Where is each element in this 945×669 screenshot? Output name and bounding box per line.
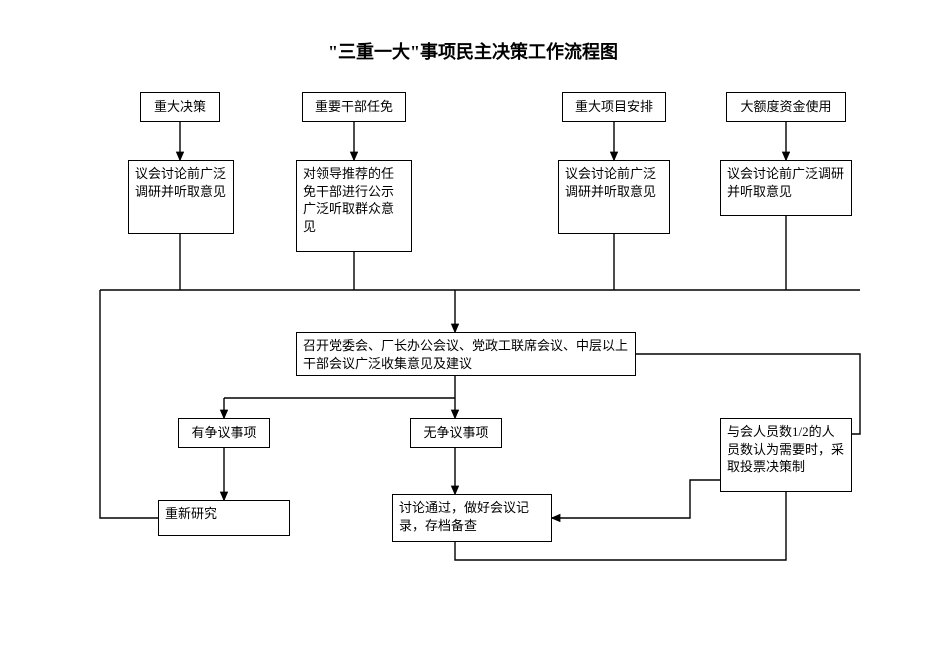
flowchart-canvas: "三重一大"事项民主决策工作流程图 重大决策 重要干部任免 重大项目安排 大额度资金使… xyxy=(0,0,945,669)
node-n3: 重大项目安排 xyxy=(562,92,666,122)
node-label: 大额度资金使用 xyxy=(740,98,831,116)
node-n8: 议会讨论前广泛调研并听取意见 xyxy=(720,160,852,216)
node-label: 重大决策 xyxy=(154,98,206,116)
node-label: 议会讨论前广泛调研并听取意见 xyxy=(135,165,227,200)
edge xyxy=(552,480,720,518)
node-label: 有争议事项 xyxy=(191,424,256,442)
node-n6: 对领导推荐的任免干部进行公示广泛听取群众意见 xyxy=(296,160,412,252)
node-n13: 讨论通过，做好会议记录，存档备查 xyxy=(392,494,552,542)
node-n12: 重新研究 xyxy=(158,500,290,536)
node-label: 召开党委会、厂长办公会议、党政工联席会议、中层以上干部会议广泛收集意见及建议 xyxy=(303,337,629,372)
node-label: 重大项目安排 xyxy=(575,98,653,116)
node-label: 重新研究 xyxy=(165,505,217,523)
node-n14: 与会人员数1/2的人员数认为需要时，采取投票决策制 xyxy=(720,418,852,492)
node-n9: 召开党委会、厂长办公会议、党政工联席会议、中层以上干部会议广泛收集意见及建议 xyxy=(296,332,636,376)
node-label: 议会讨论前广泛调研并听取意见 xyxy=(727,165,845,200)
node-n4: 大额度资金使用 xyxy=(726,92,846,122)
node-label: 讨论通过，做好会议记录，存档备查 xyxy=(399,499,545,534)
node-label: 重要干部任免 xyxy=(315,98,393,116)
edge xyxy=(100,290,158,518)
node-n11: 无争议事项 xyxy=(410,418,502,448)
node-label: 无争议事项 xyxy=(423,424,488,442)
node-label: 与会人员数1/2的人员数认为需要时，采取投票决策制 xyxy=(727,423,845,476)
node-n7: 议会讨论前广泛调研并听取意见 xyxy=(558,160,670,234)
node-n2: 重要干部任免 xyxy=(302,92,406,122)
node-n1: 重大决策 xyxy=(140,92,220,122)
node-label: 议会讨论前广泛调研并听取意见 xyxy=(565,165,663,200)
node-n5: 议会讨论前广泛调研并听取意见 xyxy=(128,160,234,234)
diagram-title: "三重一大"事项民主决策工作流程图 xyxy=(288,38,658,64)
node-n10: 有争议事项 xyxy=(178,418,270,448)
node-label: 对领导推荐的任免干部进行公示广泛听取群众意见 xyxy=(303,165,405,235)
